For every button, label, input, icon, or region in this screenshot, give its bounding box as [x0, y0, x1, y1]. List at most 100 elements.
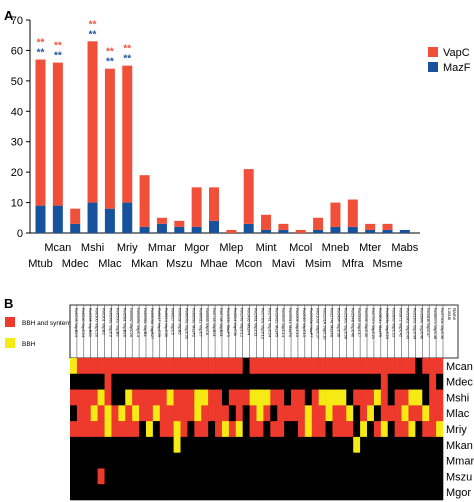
- heatmap-cell: [70, 405, 78, 422]
- heatmap-cell: [297, 436, 306, 453]
- heatmap-cell: [297, 468, 306, 485]
- significance-vapc: **: [37, 38, 45, 49]
- heatmap-cell: [180, 358, 188, 375]
- heatmap-cell: [284, 373, 292, 390]
- heatmap-cell: [97, 421, 105, 438]
- heatmap-cell: [401, 389, 409, 406]
- heatmap-cell: [291, 373, 299, 390]
- heatmap-cell: [256, 358, 264, 375]
- heatmap-cell: [284, 436, 292, 453]
- heatmap-cell: [408, 468, 416, 485]
- heatmap-cell: [291, 452, 299, 469]
- heatmap-cell: [325, 484, 333, 501]
- heatmap-cell: [401, 405, 409, 422]
- heatmap-cell: [235, 468, 243, 485]
- column-label: Rv2863 VapC23: [392, 308, 397, 338]
- heatmap-cell: [270, 468, 278, 485]
- bar-vapc-mriy: [122, 65, 133, 203]
- heatmap-cell: [215, 405, 223, 422]
- heatmap-cell: [90, 484, 98, 501]
- column-label: Rv0628 VapB5: [178, 308, 183, 335]
- heatmap-cell: [152, 358, 161, 375]
- bar-mazf-mhae: [209, 220, 219, 233]
- column-label: Rv0665 VapC8: [205, 308, 210, 336]
- heatmap-cell: [291, 484, 299, 501]
- column-label: Rv2494 VapC38: [336, 308, 341, 338]
- heatmap-cell: [394, 436, 402, 453]
- heatmap-cell: [436, 373, 444, 390]
- heatmap-cell: [180, 436, 188, 453]
- heatmap-cell: [380, 452, 389, 469]
- heatmap-cell: [173, 484, 181, 501]
- heatmap-cell: [97, 436, 105, 453]
- column-label: Rv2010 VapC15: [302, 308, 307, 338]
- heatmap-cell: [111, 468, 119, 485]
- heatmap-cell: [284, 484, 292, 501]
- heatmap-cell: [360, 452, 368, 469]
- heatmap-cell: [367, 421, 375, 438]
- heatmap-cell: [83, 358, 92, 375]
- heatmap-cell: [187, 358, 195, 375]
- heatmap-cell: [173, 436, 181, 453]
- column-label: Rv0627 VapC5: [171, 308, 176, 336]
- heatmap-cell: [83, 389, 92, 406]
- heatmap-cell: [228, 452, 237, 469]
- x-tick-label-mter: Mter: [359, 242, 381, 254]
- heatmap-cell: [373, 468, 382, 485]
- heatmap-cell: [415, 484, 423, 501]
- heatmap-cell: [256, 421, 264, 438]
- heatmap-cell: [180, 421, 188, 438]
- heatmap-cell: [422, 405, 430, 422]
- heatmap-cell: [70, 484, 78, 501]
- heatmap-cell: [104, 405, 112, 422]
- heatmap-cell: [173, 389, 181, 406]
- column-label: Rv3697c VapC48: [433, 308, 438, 340]
- heatmap-cell: [187, 373, 195, 390]
- heatmap-cell: [429, 484, 437, 501]
- heatmap-cell: [346, 373, 354, 390]
- heatmap-cell: [187, 405, 195, 422]
- heatmap-cell: [436, 405, 444, 422]
- heatmap-cell: [97, 358, 105, 375]
- heatmap-cell: [415, 373, 423, 390]
- heatmap-cell: [208, 436, 216, 453]
- heatmap-cell: [304, 484, 313, 501]
- heatmap-cell: [415, 468, 423, 485]
- x-tick-label-mlep: Mlep: [219, 242, 243, 254]
- x-tick-label-mneb: Mneb: [322, 242, 350, 254]
- heatmap-cell: [118, 389, 126, 406]
- heatmap-cell: [311, 436, 319, 453]
- heatmap-cell: [221, 452, 230, 469]
- y-tick-label: 30: [11, 137, 23, 149]
- heatmap-cell: [297, 358, 306, 375]
- heatmap-cell: [373, 373, 382, 390]
- heatmap-cell: [291, 358, 299, 375]
- heatmap-cell: [132, 421, 140, 438]
- x-tick-label-mint: Mint: [256, 242, 277, 254]
- heatmap-cell: [166, 373, 174, 390]
- heatmap-cell: [228, 405, 237, 422]
- heatmap-cell: [70, 421, 78, 438]
- heatmap-cell: [249, 405, 257, 422]
- y-tick-label: 20: [11, 167, 23, 179]
- heatmap-cell: [97, 468, 105, 485]
- x-tick-label-msim: Msim: [305, 258, 331, 270]
- bar-mazf-mlac: [104, 208, 115, 233]
- heatmap-cell: [353, 468, 361, 485]
- x-tick-label-msme: Msme: [373, 258, 403, 270]
- heatmap-cell: [152, 373, 161, 390]
- bar-vapc-mshi: [87, 41, 98, 203]
- heatmap-cell: [118, 373, 126, 390]
- heatmap-cell: [367, 452, 375, 469]
- column-label: Rv0239 VapB24: [74, 308, 79, 338]
- heatmap-cell: [256, 389, 264, 406]
- heatmap-cell: [111, 452, 119, 469]
- bar-mazf-mcon: [243, 223, 254, 233]
- heatmap-cell: [166, 436, 174, 453]
- heatmap-grid: [70, 358, 444, 501]
- legend-swatch-bbh-synteny: [5, 317, 15, 327]
- bar-vapc-mdec: [70, 208, 81, 224]
- column-label: Rv2596 VapC40: [364, 308, 369, 338]
- heatmap-cell: [159, 484, 168, 501]
